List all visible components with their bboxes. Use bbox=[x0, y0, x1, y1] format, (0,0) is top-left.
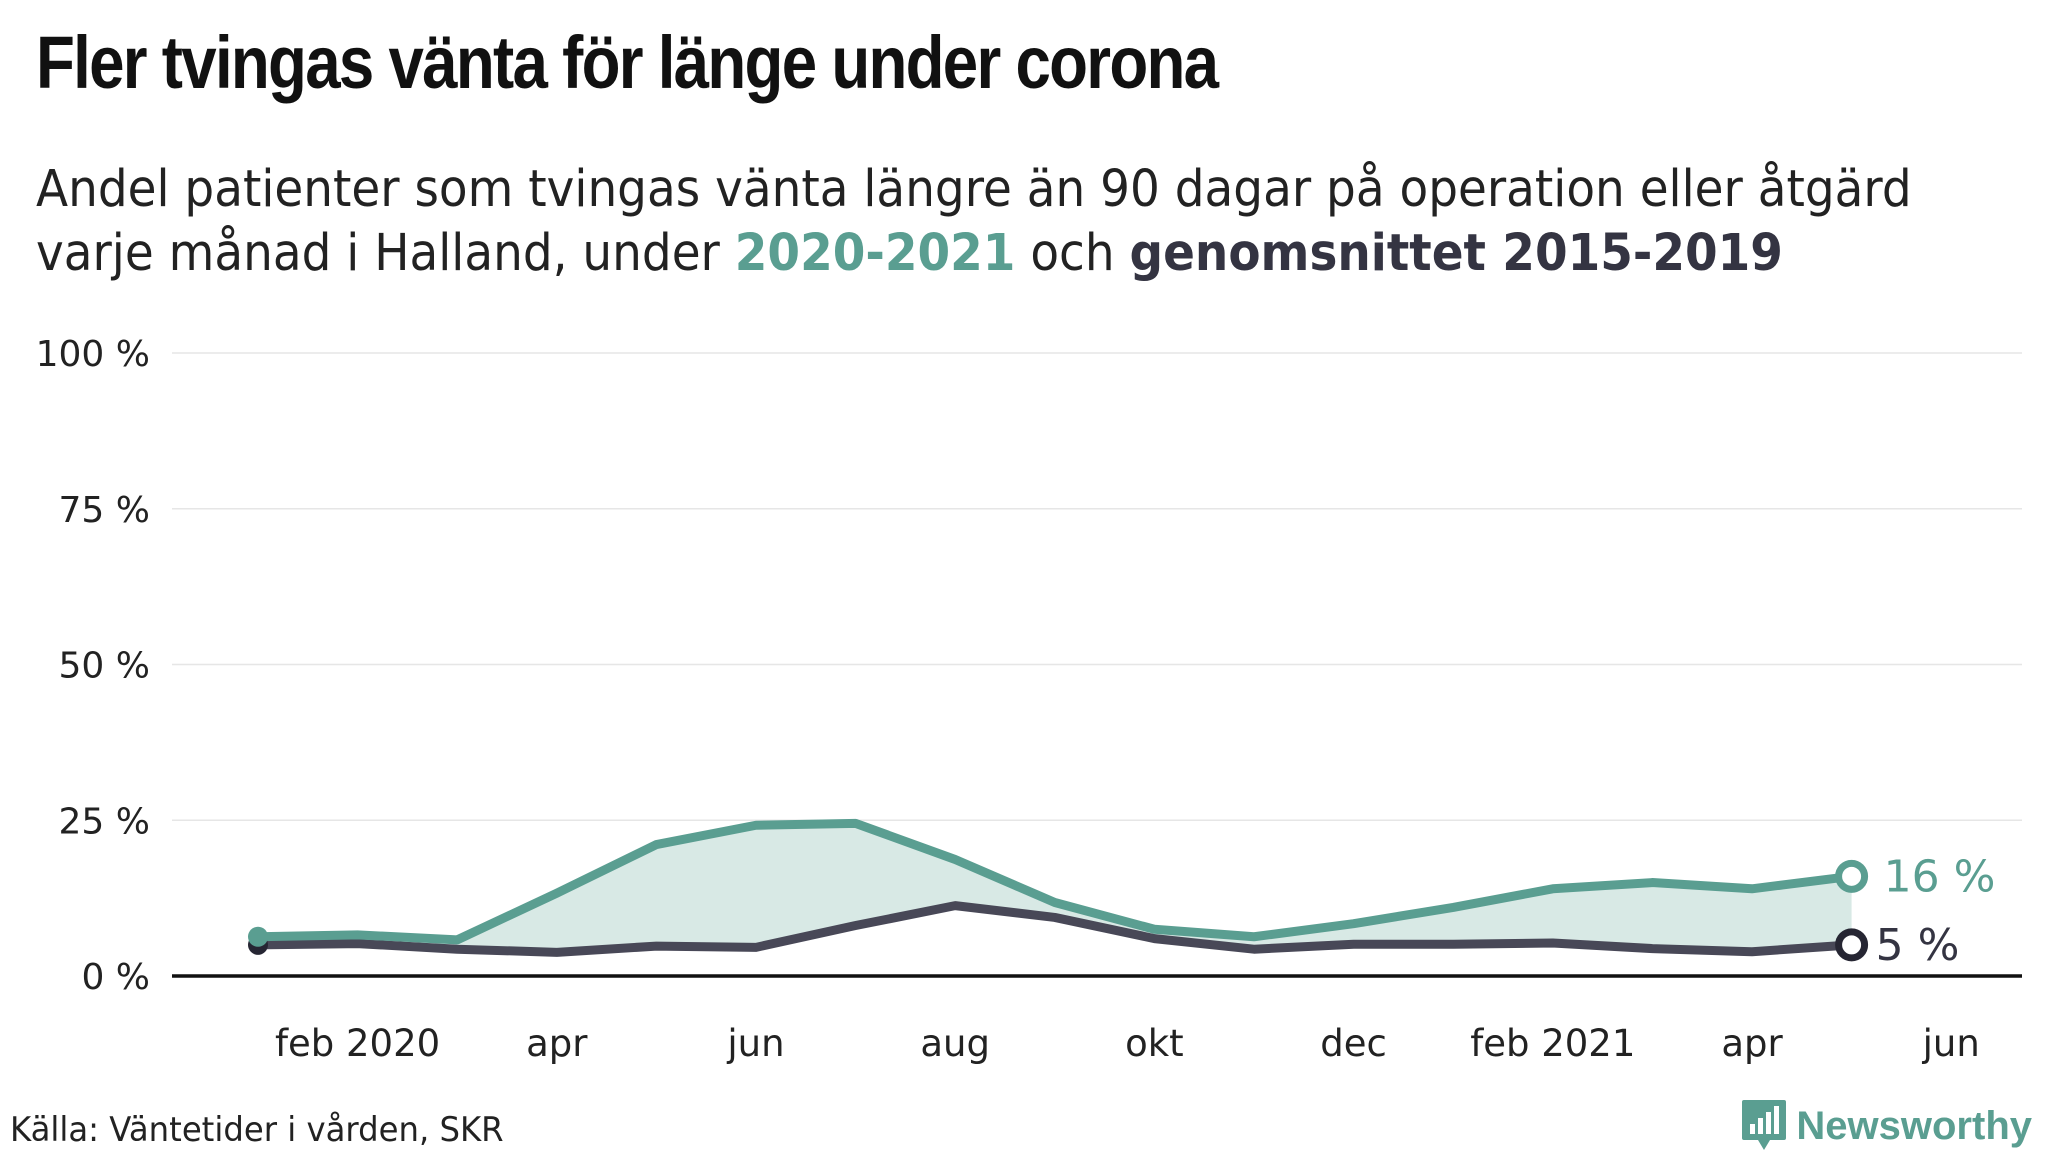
difference-area bbox=[258, 823, 1852, 953]
series-end-point-average bbox=[1835, 928, 1869, 962]
series-line-2020-2021 bbox=[253, 818, 1857, 945]
series-lines bbox=[253, 818, 1857, 957]
x-tick-label: aug bbox=[920, 1022, 990, 1065]
end-label-2020-2021: 16 % bbox=[1884, 851, 1996, 902]
y-tick-label: 0 % bbox=[81, 957, 150, 998]
subtitle-line-1: Andel patienter som tvingas vänta längre… bbox=[36, 160, 1912, 219]
subtitle-line-2-prefix: varje månad i Halland, under bbox=[36, 224, 735, 283]
subtitle-highlight-average: genomsnittet 2015-2019 bbox=[1129, 224, 1783, 283]
source-note: Källa: Väntetider i vården, SKR bbox=[10, 1110, 504, 1150]
x-tick-label: feb 2021 bbox=[1470, 1022, 1635, 1065]
y-tick-label: 25 % bbox=[59, 801, 150, 842]
gridlines bbox=[172, 352, 2022, 821]
end-label-average: 5 % bbox=[1876, 920, 1960, 971]
chart-subtitle: Andel patienter som tvingas vänta längre… bbox=[36, 158, 1912, 286]
newsworthy-logo-icon bbox=[1742, 1100, 1787, 1150]
series-line-average-2015-2019 bbox=[253, 901, 1857, 957]
x-tick-label: jun bbox=[1922, 1022, 1980, 1065]
x-tick-label: jun bbox=[726, 1022, 784, 1065]
y-tick-label: 100 % bbox=[36, 334, 150, 375]
y-axis-ticks: 0 % 25 % 50 % 75 % 100 % bbox=[36, 334, 150, 998]
end-labels: 16 % 5 % bbox=[1876, 851, 1996, 971]
newsworthy-logo: Newsworthy bbox=[1740, 1098, 2032, 1154]
y-tick-label: 75 % bbox=[59, 490, 150, 531]
series-markers bbox=[248, 859, 1869, 962]
subtitle-highlight-2020-2021: 2020-2021 bbox=[734, 224, 1016, 283]
area-between-series bbox=[258, 823, 1852, 953]
x-tick-label: feb 2020 bbox=[275, 1022, 440, 1065]
x-tick-label: apr bbox=[526, 1022, 588, 1065]
x-tick-label: dec bbox=[1320, 1022, 1387, 1065]
y-tick-label: 50 % bbox=[59, 646, 150, 687]
subtitle-middle: och bbox=[1015, 224, 1130, 283]
x-tick-label: okt bbox=[1125, 1022, 1184, 1065]
x-tick-label: apr bbox=[1721, 1022, 1783, 1065]
newsworthy-logo-text: Newsworthy bbox=[1796, 1103, 2032, 1148]
x-axis-ticks: feb 2020 apr jun aug okt dec feb 2021 apr jun bbox=[275, 1022, 1980, 1065]
series-end-point-2020-2021 bbox=[1835, 859, 1869, 893]
series-start-point-2020-2021 bbox=[248, 926, 268, 947]
chart-title: Fler tvingas vänta för länge under coron… bbox=[36, 21, 1219, 104]
